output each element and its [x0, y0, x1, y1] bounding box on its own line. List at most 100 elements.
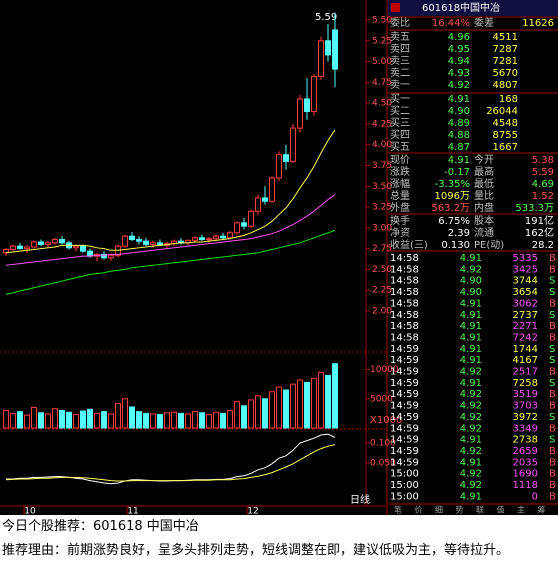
candle-body [262, 197, 268, 202]
bid-price: 4.88 [448, 130, 470, 141]
tick-side: B [549, 423, 556, 434]
tick-side: S [549, 310, 555, 321]
tick-price: 4.92 [460, 412, 482, 423]
tick-price: 4.92 [460, 423, 482, 434]
candle-body [45, 242, 51, 245]
quote-value: 5.59 [532, 167, 554, 178]
tick-time: 15:00 [390, 469, 419, 480]
ask-volume: 5670 [493, 68, 518, 79]
stat-label: 收益(三) [390, 238, 428, 251]
tick-time: 14:59 [390, 344, 419, 355]
candle-body [318, 40, 324, 78]
volume-bar [87, 408, 93, 429]
volume-unit: X1000 [370, 415, 402, 426]
tick-volume: 3062 [513, 298, 538, 309]
ask-volume: 7281 [493, 56, 518, 67]
tick-side: B [549, 491, 556, 502]
tick-volume: 2517 [513, 367, 538, 378]
quote-value: 4.91 [448, 155, 470, 166]
tick-price: 4.91 [460, 435, 482, 446]
candle-body [255, 197, 261, 212]
tick-price: 4.92 [460, 446, 482, 457]
tick-price: 4.91 [460, 298, 482, 309]
tick-side: B [549, 264, 556, 275]
candle-body [129, 235, 135, 240]
quote-label: 量比 [474, 190, 494, 202]
bid-label: 买四 [390, 129, 410, 141]
quote-label: 涨跌 [390, 165, 410, 178]
ask-price: 4.96 [448, 32, 470, 43]
tick-side: B [549, 480, 556, 491]
ask-label: 卖五 [390, 31, 410, 43]
volume-bar [80, 410, 86, 429]
period-label: 日线 [350, 493, 370, 506]
tick-time: 14:58 [390, 310, 419, 321]
tick-side: S [549, 378, 555, 389]
y-tick-label: 5.50 [372, 16, 392, 26]
tick-time: 14:58 [390, 264, 419, 275]
tick-time: 14:58 [390, 321, 419, 332]
quote-label: 今开 [474, 153, 494, 166]
ask-volume: 4511 [493, 32, 518, 43]
tick-price: 4.91 [460, 457, 482, 468]
tick-volume: 5335 [513, 253, 538, 264]
panel-header [388, 0, 558, 16]
quote-value: 1.52 [532, 191, 554, 202]
stat-label: 换手 [390, 214, 410, 227]
tick-time: 15:00 [390, 480, 419, 491]
quote-label: 最低 [474, 177, 494, 190]
tick-price: 4.92 [460, 264, 482, 275]
quote-value: 1096万 [435, 191, 470, 202]
volume-bar [143, 412, 149, 429]
volume-bar [234, 401, 240, 429]
quote-label: 最高 [474, 165, 494, 178]
tick-price: 4.91 [460, 355, 482, 366]
stat-label: 流通 [474, 226, 494, 239]
y-tick-label: 2.50 [372, 265, 392, 275]
tick-price: 4.92 [460, 367, 482, 378]
tick-time: 14:58 [390, 253, 419, 264]
tick-volume: 2738 [513, 435, 538, 446]
icon [391, 3, 400, 12]
volume-bar [276, 386, 282, 429]
bid-price: 4.90 [448, 106, 470, 117]
volume-bar [150, 413, 156, 429]
tick-volume: 3349 [513, 423, 538, 434]
candle-body [332, 29, 338, 70]
tick-side: B [549, 253, 556, 264]
tick-price: 4.90 [460, 276, 482, 287]
volume-bar [3, 409, 9, 429]
candle-body [136, 238, 142, 242]
tick-price: 4.92 [460, 480, 482, 491]
quote-value: 5.38 [532, 155, 554, 166]
ask-label: 卖二 [390, 67, 410, 79]
volume-bar [122, 398, 128, 429]
tick-volume: 2271 [513, 321, 538, 332]
tick-side: S [549, 412, 555, 423]
y-tick-label: 2.75 [372, 244, 392, 254]
panel-tab: 主 [517, 505, 525, 515]
quote-label: 内盘 [474, 201, 494, 214]
quote-value: 4.69 [532, 179, 554, 190]
volume-bar [213, 411, 219, 429]
volume-bar [227, 409, 233, 429]
volume-bar [31, 407, 37, 429]
tick-price: 4.90 [460, 287, 482, 298]
ask-volume: 4807 [493, 80, 518, 91]
bid-volume: 168 [499, 94, 518, 105]
tick-time: 14:59 [390, 423, 419, 434]
moving-average [5, 194, 336, 266]
volume-bar [38, 412, 44, 429]
ask-volume: 7287 [493, 44, 518, 55]
y-tick-label: 5.25 [372, 36, 392, 46]
candle-body [248, 210, 254, 227]
candle-body [73, 245, 79, 249]
volume-bar [59, 409, 65, 429]
volume-bar [304, 381, 310, 429]
y-tick-label: 3.00 [372, 223, 392, 233]
panel-tab: 筹 [538, 505, 546, 515]
bid-label: 买二 [390, 105, 410, 117]
tick-price: 4.91 [460, 344, 482, 355]
quote-value: -3.35% [435, 179, 470, 190]
y-tick-label: 10000 [370, 365, 399, 375]
